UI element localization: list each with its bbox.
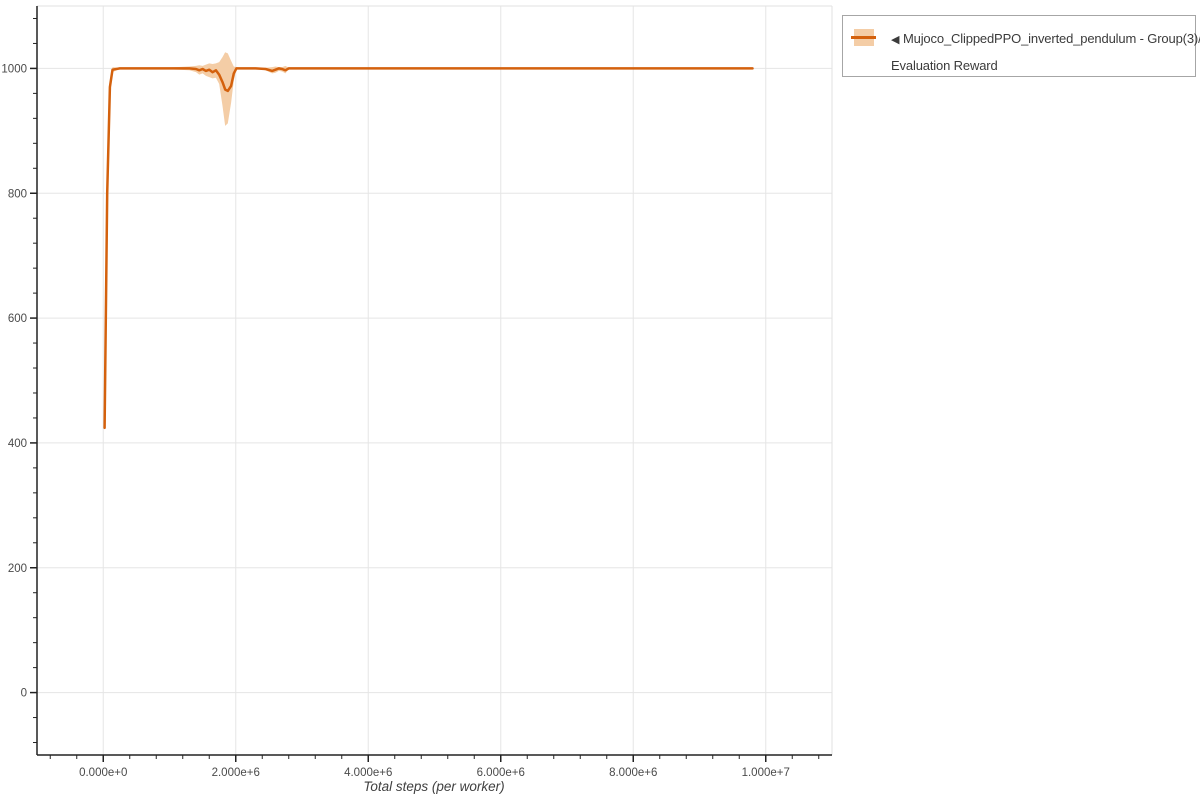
mean-reward-line	[103, 67, 754, 430]
y-tick-label: 800	[8, 188, 27, 200]
y-tick-label: 600	[8, 313, 27, 325]
x-tick-label: 6.000e+6	[477, 767, 525, 779]
x-axis-title: Total steps (per worker)	[363, 779, 505, 794]
x-tick-label: 0.000e+0	[79, 767, 127, 779]
y-tick-label: 0	[21, 688, 27, 700]
x-tick-label: 2.000e+6	[212, 767, 260, 779]
x-tick-label: 4.000e+6	[344, 767, 392, 779]
confidence-band	[104, 52, 753, 433]
legend-box[interactable]: ◀ Mujoco_ClippedPPO_inverted_pendulum - …	[842, 15, 1200, 77]
legend-entry-label[interactable]: Mujoco_ClippedPPO_inverted_pendulum - Gr…	[891, 31, 1200, 73]
legend-swatch-icon	[851, 29, 876, 46]
y-tick-label: 1000	[1, 63, 27, 75]
x-tick-label: 1.000e+7	[742, 767, 790, 779]
legend-line-swatch	[851, 36, 876, 39]
y-tick-label: 200	[8, 563, 27, 575]
y-tick-label: 400	[8, 438, 27, 450]
x-tick-label: 8.000e+6	[609, 767, 657, 779]
legend-collapse-icon[interactable]: ◀	[891, 34, 900, 46]
legend-entry[interactable]: ◀ Mujoco_ClippedPPO_inverted_pendulum - …	[891, 26, 1200, 78]
